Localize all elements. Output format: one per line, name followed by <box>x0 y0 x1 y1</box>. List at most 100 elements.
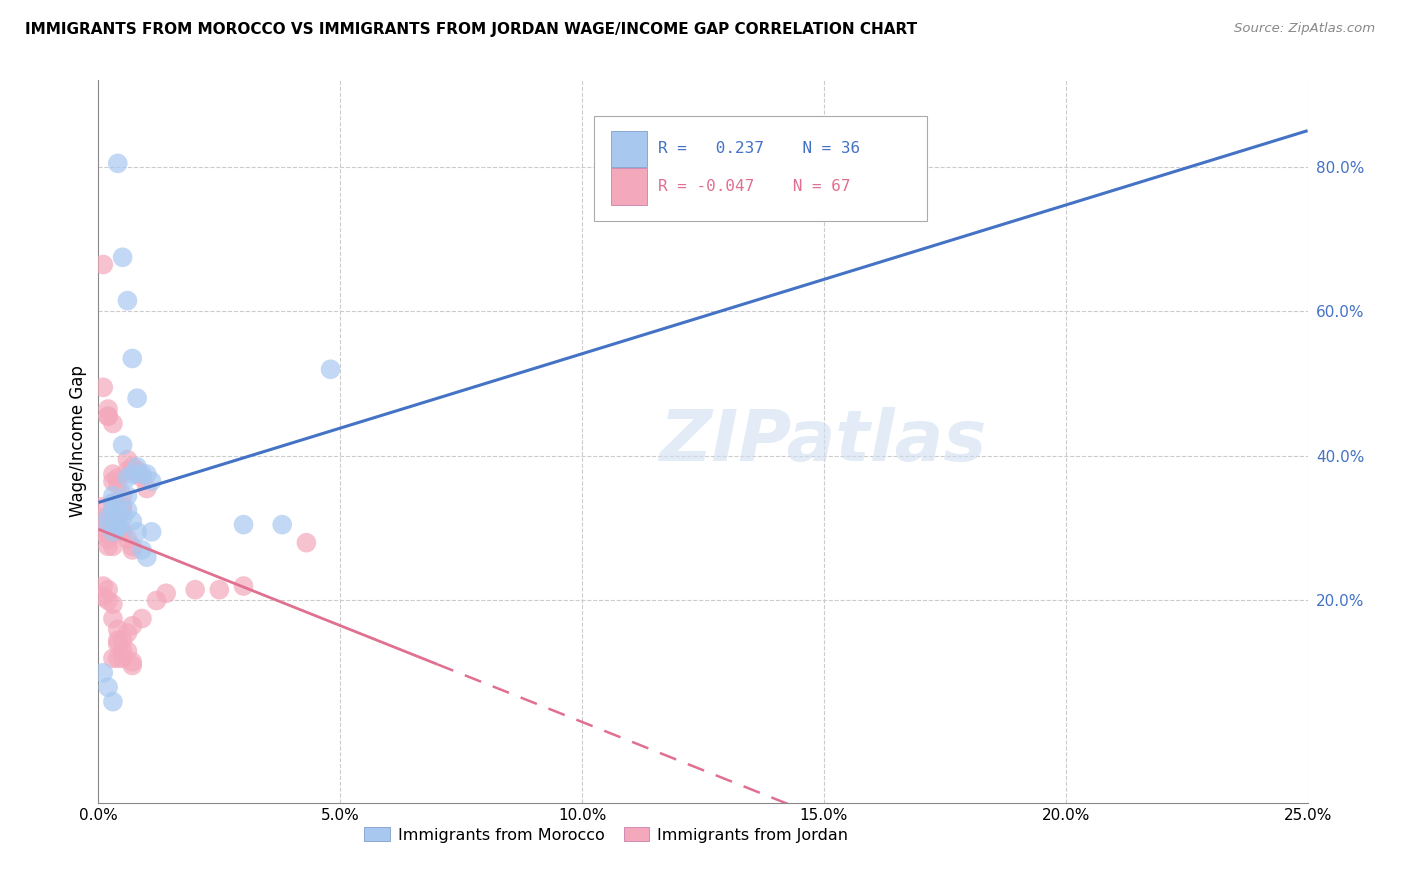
Point <box>97 517 120 532</box>
Point <box>107 517 129 532</box>
Point <box>117 463 139 477</box>
Point <box>107 517 129 532</box>
Point <box>111 500 134 514</box>
Point <box>131 467 153 481</box>
Point <box>111 644 134 658</box>
Point <box>111 438 134 452</box>
Point <box>91 500 114 514</box>
Point <box>141 524 163 539</box>
Point <box>135 482 157 496</box>
Point <box>127 391 149 405</box>
Point <box>91 579 114 593</box>
Point <box>97 510 120 524</box>
Point <box>135 467 157 481</box>
Point <box>107 503 129 517</box>
Point <box>111 510 134 524</box>
Point <box>121 658 143 673</box>
Point <box>97 593 120 607</box>
Point <box>121 514 143 528</box>
Point <box>101 695 124 709</box>
Point <box>107 633 129 648</box>
Point <box>97 409 120 424</box>
Point <box>101 521 124 535</box>
Point <box>97 409 120 424</box>
Point <box>121 463 143 477</box>
Point <box>127 459 149 474</box>
Point <box>295 535 318 549</box>
Point <box>97 402 120 417</box>
Point <box>101 524 124 539</box>
Y-axis label: Wage/Income Gap: Wage/Income Gap <box>69 366 87 517</box>
Point <box>111 489 134 503</box>
Text: R = -0.047    N = 67: R = -0.047 N = 67 <box>658 179 851 194</box>
Point <box>91 258 114 272</box>
Point <box>91 524 114 539</box>
FancyBboxPatch shape <box>612 169 647 204</box>
Point <box>117 644 139 658</box>
Point <box>131 471 153 485</box>
Point <box>117 452 139 467</box>
Point <box>101 475 124 489</box>
Point <box>117 532 139 546</box>
Point <box>101 467 124 481</box>
Point <box>111 524 134 539</box>
Point <box>184 582 207 597</box>
Point <box>232 579 254 593</box>
Text: IMMIGRANTS FROM MOROCCO VS IMMIGRANTS FROM JORDAN WAGE/INCOME GAP CORRELATION CH: IMMIGRANTS FROM MOROCCO VS IMMIGRANTS FR… <box>25 22 918 37</box>
Point <box>101 417 124 431</box>
Point <box>208 582 231 597</box>
Point <box>107 510 129 524</box>
Point <box>101 489 124 503</box>
Point <box>91 665 114 680</box>
Point <box>101 496 124 510</box>
Point <box>111 524 134 539</box>
Point <box>135 550 157 565</box>
Point <box>101 496 124 510</box>
Point <box>111 651 134 665</box>
Point <box>111 250 134 264</box>
Point <box>97 514 120 528</box>
Point <box>107 637 129 651</box>
Point <box>155 586 177 600</box>
Point <box>107 521 129 535</box>
Point <box>97 680 120 694</box>
Point <box>121 619 143 633</box>
Point <box>117 503 139 517</box>
Point <box>91 380 114 394</box>
Point <box>101 611 124 625</box>
FancyBboxPatch shape <box>612 131 647 167</box>
Text: ZIPatlas: ZIPatlas <box>661 407 987 476</box>
Point <box>131 542 153 557</box>
Point <box>91 590 114 604</box>
Point <box>121 539 143 553</box>
Point <box>107 478 129 492</box>
Point <box>101 597 124 611</box>
Point <box>117 489 139 503</box>
Point <box>107 651 129 665</box>
Point <box>101 651 124 665</box>
Point <box>101 503 124 517</box>
Point <box>97 539 120 553</box>
Point <box>97 582 120 597</box>
Point <box>111 633 134 648</box>
Text: R =   0.237    N = 36: R = 0.237 N = 36 <box>658 142 860 156</box>
Point <box>319 362 342 376</box>
FancyBboxPatch shape <box>595 117 927 221</box>
Point <box>107 507 129 521</box>
Point <box>131 611 153 625</box>
Point <box>271 517 294 532</box>
Point <box>107 510 129 524</box>
Point <box>145 593 167 607</box>
Legend: Immigrants from Morocco, Immigrants from Jordan: Immigrants from Morocco, Immigrants from… <box>359 821 855 849</box>
Point <box>111 503 134 517</box>
Point <box>127 463 149 477</box>
Point <box>107 521 129 535</box>
Point <box>101 539 124 553</box>
Point <box>107 623 129 637</box>
Point <box>91 510 114 524</box>
Point <box>107 156 129 170</box>
Point <box>127 524 149 539</box>
Point <box>101 524 124 539</box>
Point <box>127 467 149 481</box>
Point <box>97 532 120 546</box>
